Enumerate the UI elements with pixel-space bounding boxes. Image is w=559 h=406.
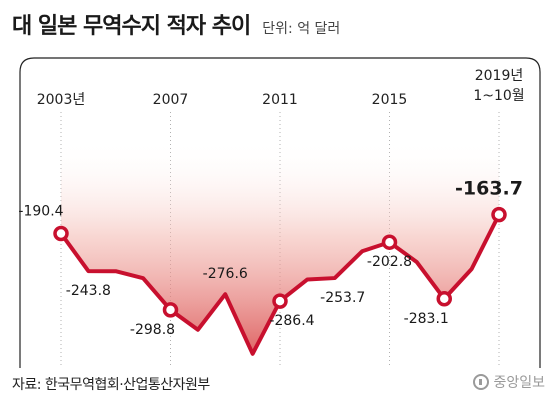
publisher-logo-text: 중앙일보: [493, 375, 545, 391]
data-point-marker: [381, 234, 398, 250]
line-chart: 2003년 2007 2011 2015 2019년 1~10월 -190.4 -243.8…: [18, 57, 541, 368]
area-fill: [61, 140, 499, 354]
data-point-marker: [162, 302, 179, 318]
chart-title: 대 일본 무역수지 적자 추이: [12, 14, 251, 39]
data-point-marker: [53, 225, 69, 242]
data-value-label: -202.8: [367, 254, 412, 270]
data-value-label: -298.8: [130, 322, 175, 338]
header: 대 일본 무역수지 적자 추이 단위: 억 달러: [12, 8, 340, 48]
source-note: 자료: 한국무역협회·산업통산자원부: [12, 377, 210, 393]
data-value-label: -253.7: [320, 290, 365, 306]
x-tick-label: 2003년: [37, 92, 86, 108]
publisher-logo-icon: [473, 374, 490, 390]
data-value-label: -283.1: [404, 311, 449, 327]
data-value-label: -276.6: [203, 266, 248, 282]
data-point-marker: [436, 291, 452, 307]
x-tick-label: 2019년 1~10월: [473, 68, 524, 104]
data-value-label: -243.8: [66, 283, 111, 299]
unit-label: 단위: 억 달러: [262, 21, 341, 37]
x-tick-label: 2007: [153, 92, 189, 108]
data-value-label: -163.7: [455, 178, 523, 200]
data-point-marker: [272, 293, 288, 309]
data-value-label: -190.4: [18, 203, 63, 219]
x-tick-label: 2015: [372, 92, 408, 108]
data-value-label: -286.4: [269, 313, 314, 329]
x-tick-label: 2011: [262, 92, 298, 108]
publisher-logo: 중앙일보: [473, 372, 545, 392]
data-point-marker: [491, 206, 507, 223]
